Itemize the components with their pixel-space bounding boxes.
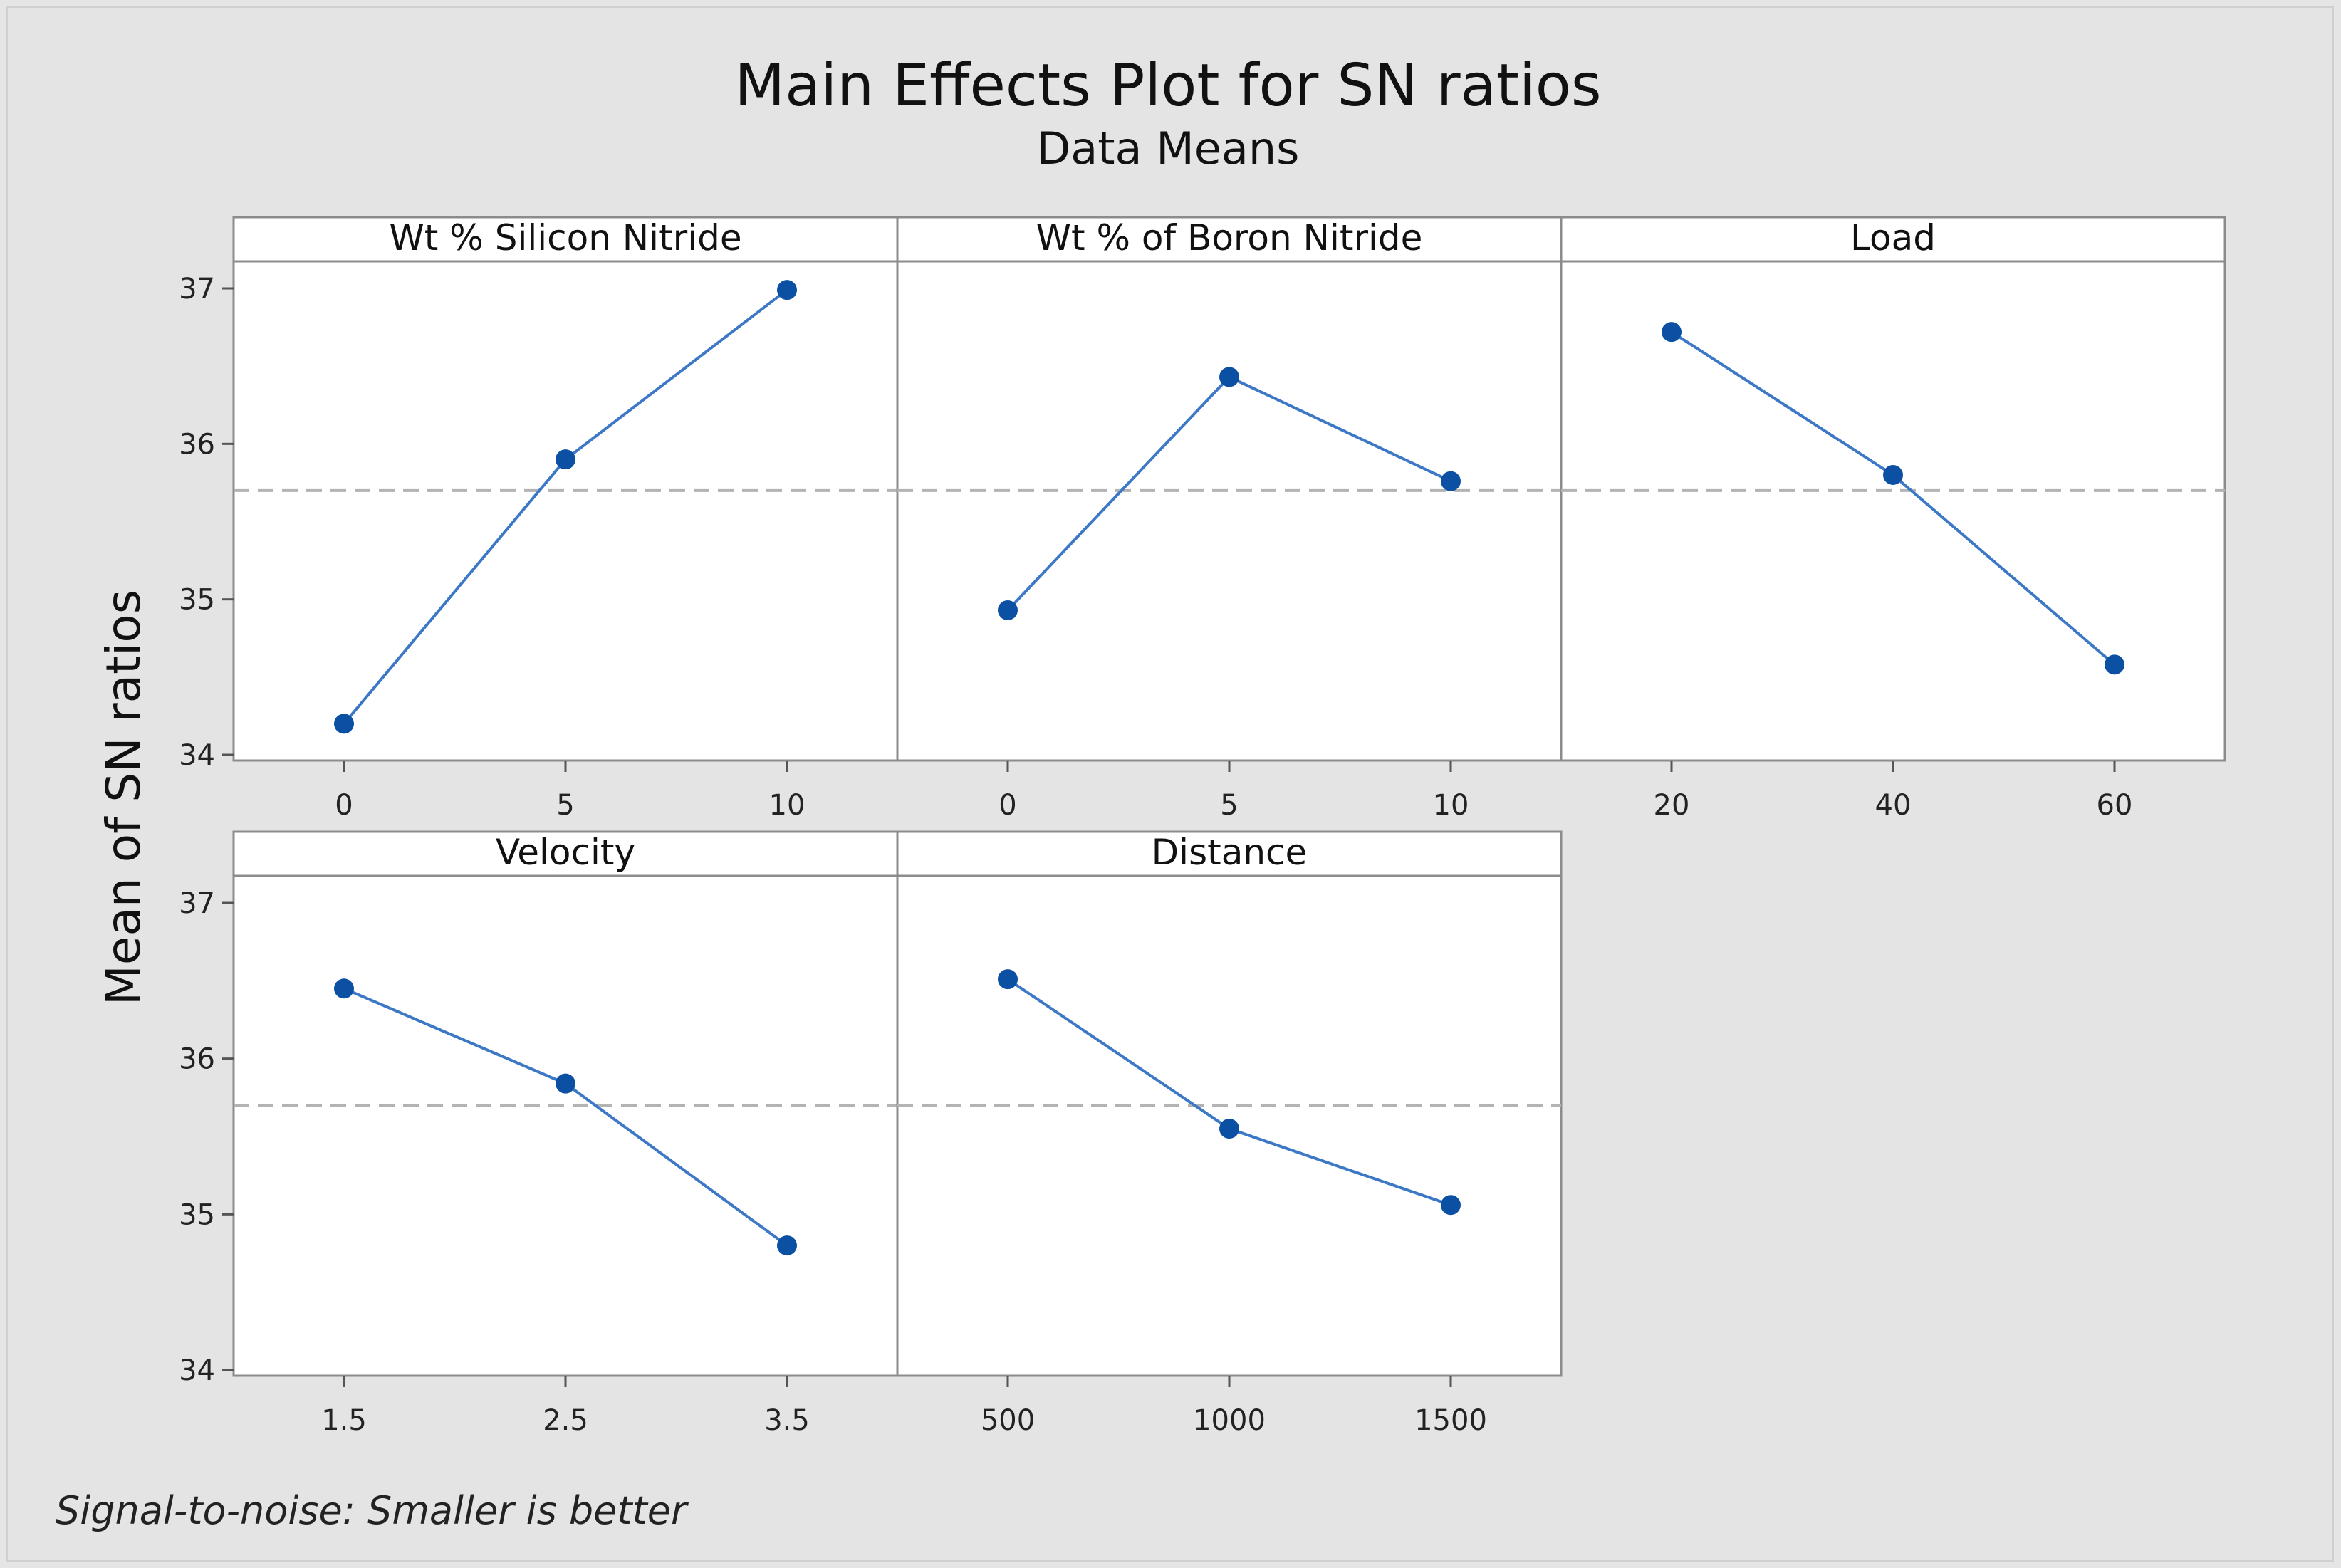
y-tick-label: 34 xyxy=(179,739,215,772)
data-point xyxy=(2105,654,2124,675)
panel-strip-label: Load xyxy=(1850,217,1936,258)
data-point xyxy=(998,600,1018,620)
chart-title: Main Effects Plot for SN ratios xyxy=(734,52,1601,120)
panel-plot-area xyxy=(1560,216,2226,762)
chart-subtitle: Data Means xyxy=(1037,122,1300,174)
data-point xyxy=(1662,322,1682,343)
y-tick-label: 35 xyxy=(179,1198,215,1231)
x-tick-label: 2.5 xyxy=(543,1404,588,1437)
x-tick-label: 0 xyxy=(335,789,353,822)
y-tick-label: 37 xyxy=(179,887,215,920)
data-point xyxy=(998,969,1018,990)
x-tick-label: 0 xyxy=(999,789,1016,822)
panel-4: Velocity 34 35 36 37 1.5 2.5 3.5 xyxy=(179,830,899,1437)
data-point xyxy=(1219,367,1239,387)
data-point xyxy=(334,978,354,999)
x-tick-label: 10 xyxy=(769,789,805,822)
y-axis-label: Mean of SN ratios xyxy=(96,590,151,1005)
panel-plot-area xyxy=(896,830,1563,1377)
panel-strip-label: Velocity xyxy=(496,832,635,873)
panel-strip-label: Wt % of Boron Nitride xyxy=(1036,217,1423,258)
panel-strip-label: Distance xyxy=(1152,832,1308,873)
data-point xyxy=(1219,1119,1239,1139)
x-tick-label: 40 xyxy=(1875,789,1912,822)
data-point xyxy=(556,449,575,470)
panel-5: Distance 500 1000 1500 xyxy=(896,830,1563,1437)
y-tick-label: 37 xyxy=(179,273,215,305)
panel-3: Load 20 40 60 xyxy=(1560,216,2226,822)
panel-plot-area xyxy=(896,216,1563,762)
x-tick-label: 1500 xyxy=(1414,1404,1487,1437)
data-point xyxy=(334,714,354,734)
y-tick-label: 36 xyxy=(179,428,215,461)
data-point xyxy=(556,1073,575,1094)
x-tick-label: 10 xyxy=(1433,789,1469,822)
data-point xyxy=(777,280,797,300)
data-point xyxy=(1441,471,1461,491)
y-tick-label: 34 xyxy=(179,1354,215,1387)
footnote: Signal-to-noise: Smaller is better xyxy=(56,1488,689,1533)
panel-strip-label: Wt % Silicon Nitride xyxy=(389,217,741,258)
x-tick-label: 1000 xyxy=(1193,1404,1266,1437)
x-tick-label: 60 xyxy=(2097,789,2133,822)
x-tick-label: 3.5 xyxy=(764,1404,810,1437)
x-tick-label: 5 xyxy=(556,789,574,822)
data-point xyxy=(777,1235,797,1256)
panel-2: Wt % of Boron Nitride 0 5 10 xyxy=(896,216,1563,822)
x-tick-label: 500 xyxy=(981,1404,1035,1437)
panel-plot-area xyxy=(232,216,899,762)
x-tick-label: 1.5 xyxy=(321,1404,367,1437)
y-tick-label: 35 xyxy=(179,584,215,617)
x-tick-label: 20 xyxy=(1654,789,1690,822)
panel-plot-area xyxy=(232,830,899,1377)
data-point xyxy=(1883,465,1903,485)
x-tick-label: 5 xyxy=(1220,789,1238,822)
panel-1: Wt % Silicon Nitride 34 35 36 37 0 5 10 xyxy=(179,216,899,822)
data-point xyxy=(1441,1195,1461,1216)
y-tick-label: 36 xyxy=(179,1043,215,1076)
